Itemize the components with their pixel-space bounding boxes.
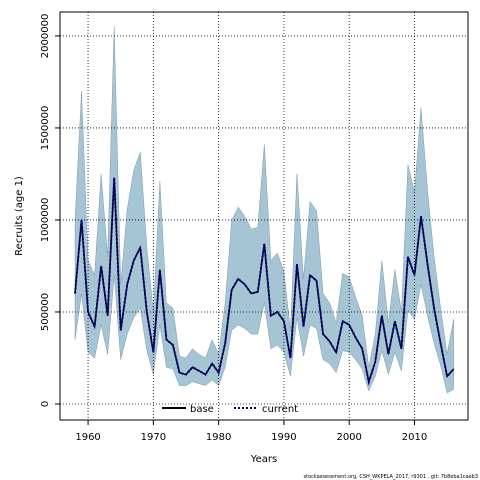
- x-axis-label: Years: [250, 454, 277, 465]
- x-tick-label: 1990: [271, 432, 296, 443]
- confidence-band: [74, 26, 454, 394]
- y-tick-label: 2000000: [40, 14, 51, 59]
- x-tick-label: 1960: [75, 432, 100, 443]
- y-tick-label: 1000000: [40, 198, 51, 243]
- y-tick-label: 0: [40, 401, 51, 407]
- y-tick-label: 500000: [40, 293, 51, 331]
- y-tick-label: 1500000: [40, 106, 51, 151]
- y-axis-label: Recruits (age 1): [14, 176, 25, 256]
- legend-label: current: [262, 404, 298, 415]
- x-tick-label: 1980: [206, 432, 231, 443]
- legend-label: base: [190, 404, 214, 415]
- plot-frame: [59, 11, 469, 421]
- x-tick-label: 2000: [336, 432, 361, 443]
- x-tick-label: 1970: [141, 432, 166, 443]
- series-line: [74, 177, 455, 386]
- x-tick-label: 2010: [402, 432, 427, 443]
- footer: stockassessment.org, CSH_WKPELA_2017, r9…: [304, 474, 478, 480]
